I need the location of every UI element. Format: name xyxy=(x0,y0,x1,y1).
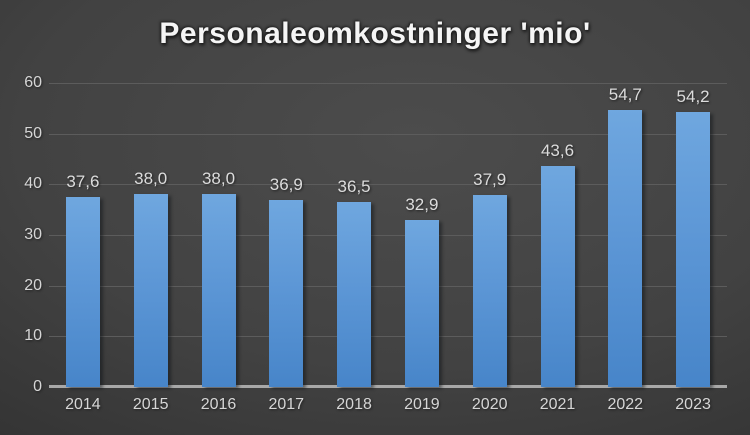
gridline-50 xyxy=(49,133,727,135)
data-label-2022: 54,7 xyxy=(608,84,642,104)
bar-2020 xyxy=(472,194,507,387)
data-label-2020: 37,9 xyxy=(473,169,507,189)
x-tick-label-2015: 2015 xyxy=(132,396,169,413)
bar-2016 xyxy=(201,194,236,387)
x-axis: 2014 2015 2016 2017 2018 2019 2020 2021 2022 2023 xyxy=(49,396,727,422)
data-label-2018: 36,5 xyxy=(337,177,371,197)
bar-2015 xyxy=(133,194,168,387)
data-label-2021: 43,6 xyxy=(540,141,575,161)
gridline-40 xyxy=(49,184,727,186)
y-tick-label-60: 60 xyxy=(24,74,42,91)
x-tick-label-2018: 2018 xyxy=(336,396,372,413)
bar-2014 xyxy=(65,196,100,387)
y-tick-label-20: 20 xyxy=(24,276,42,294)
x-tick-label-2016: 2016 xyxy=(200,396,237,413)
y-axis: 0 10 20 30 40 50 60 xyxy=(0,74,42,395)
x-axis-line xyxy=(49,385,727,388)
y-tick-label-30: 30 xyxy=(24,226,42,243)
gridline-30 xyxy=(49,235,727,236)
x-tick-label-2023: 2023 xyxy=(675,396,711,413)
y-tick-label-50: 50 xyxy=(24,124,42,142)
bar-2023 xyxy=(676,112,711,387)
x-tick-label-2017: 2017 xyxy=(268,396,305,413)
bar-2022 xyxy=(608,109,643,387)
gridline-20 xyxy=(49,285,727,287)
gridline-60 xyxy=(49,83,727,84)
y-tick-label-40: 40 xyxy=(24,175,42,193)
data-label-2015: 38,0 xyxy=(134,169,168,189)
data-label-2017: 36,9 xyxy=(269,175,303,195)
y-tick-label-10: 10 xyxy=(24,327,42,345)
bar-2017 xyxy=(269,200,304,387)
x-tick-label-2022: 2022 xyxy=(607,396,644,413)
x-tick-label-2014: 2014 xyxy=(65,396,101,413)
x-tick-label-2021: 2021 xyxy=(539,396,576,413)
gridline-10 xyxy=(49,336,727,338)
bar-2018 xyxy=(337,202,372,387)
data-label-2016: 38,0 xyxy=(201,169,236,189)
x-tick-label-2019: 2019 xyxy=(404,396,440,413)
y-tick-label-0: 0 xyxy=(33,378,42,395)
chart-title: Personaleomkostninger 'mio' xyxy=(159,17,591,50)
data-label-2014: 37,6 xyxy=(66,171,100,191)
bar-2021 xyxy=(540,166,575,387)
data-label-2023: 54,2 xyxy=(676,87,710,107)
bar-2019 xyxy=(404,220,439,387)
x-tick-label-2020: 2020 xyxy=(471,396,508,413)
data-label-2019: 32,9 xyxy=(405,195,439,215)
plot-area: 37,6 38,0 38,0 36,9 36,5 32,9 37,9 43,6 54,7 54,2 xyxy=(49,83,727,388)
